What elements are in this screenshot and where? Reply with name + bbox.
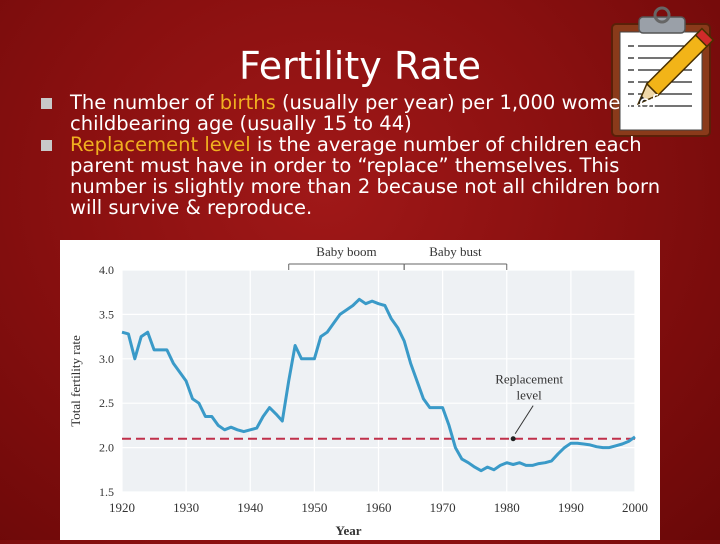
bullet-list: The number of births (usually per year) … xyxy=(41,91,676,219)
x-tick-label: 1930 xyxy=(173,500,199,515)
bullet-text-post: is the average number of children each p… xyxy=(70,133,661,219)
y-tick-label: 2.5 xyxy=(99,396,114,410)
x-tick-label: 2000 xyxy=(622,500,648,515)
x-tick-label: 1920 xyxy=(109,500,135,515)
x-tick-label: 1940 xyxy=(237,500,263,515)
y-tick-label: 1.5 xyxy=(99,485,114,499)
slide-title: Fertility Rate xyxy=(239,44,481,88)
annotation-pointer xyxy=(514,405,534,434)
bullet-marker xyxy=(41,98,52,109)
x-tick-label: 1990 xyxy=(558,500,584,515)
y-axis-label: Total fertility rate xyxy=(68,335,83,427)
annotation-replacement-line1: Replacement xyxy=(495,372,563,387)
x-tick-label: 1980 xyxy=(494,500,520,515)
y-tick-label: 4.0 xyxy=(99,263,114,277)
y-tick-label: 3.5 xyxy=(99,307,114,321)
annotation-pointer-dot xyxy=(510,436,516,442)
fertility-chart: 1.5 2.0 2.5 3.0 3.5 4.0 1920 1930 1940 1950 1960 19… xyxy=(60,240,660,540)
x-tick-label: 1970 xyxy=(430,500,456,515)
y-tick-label: 3.0 xyxy=(99,352,114,366)
series-line-fertility-rate xyxy=(121,297,636,473)
clipboard-pencil-icon xyxy=(606,4,720,138)
bullet-highlight-replacement: Replacement level xyxy=(70,133,251,156)
chart-svg: 1.5 2.0 2.5 3.0 3.5 4.0 1920 1930 1940 1950 1960 19… xyxy=(60,240,660,540)
bullet-highlight-births: births xyxy=(219,91,276,114)
annotation-baby-bust: Baby bust xyxy=(429,244,482,259)
bullet-replacement: Replacement level is the average number … xyxy=(41,133,676,219)
x-axis-label: Year xyxy=(336,523,362,538)
bullet-marker xyxy=(41,140,52,151)
annotation-replacement-line2: level xyxy=(517,388,543,403)
bullet-births: The number of births (usually per year) … xyxy=(41,91,676,135)
y-tick-label: 2.0 xyxy=(99,441,114,455)
annotation-baby-boom: Baby boom xyxy=(316,244,376,259)
x-tick-label: 1950 xyxy=(301,500,327,515)
x-tick-label: 1960 xyxy=(366,500,392,515)
bullet-text-pre: The number of xyxy=(70,91,220,114)
bullet-text-post: (usually per year) per 1,000 women of ch… xyxy=(70,91,658,135)
